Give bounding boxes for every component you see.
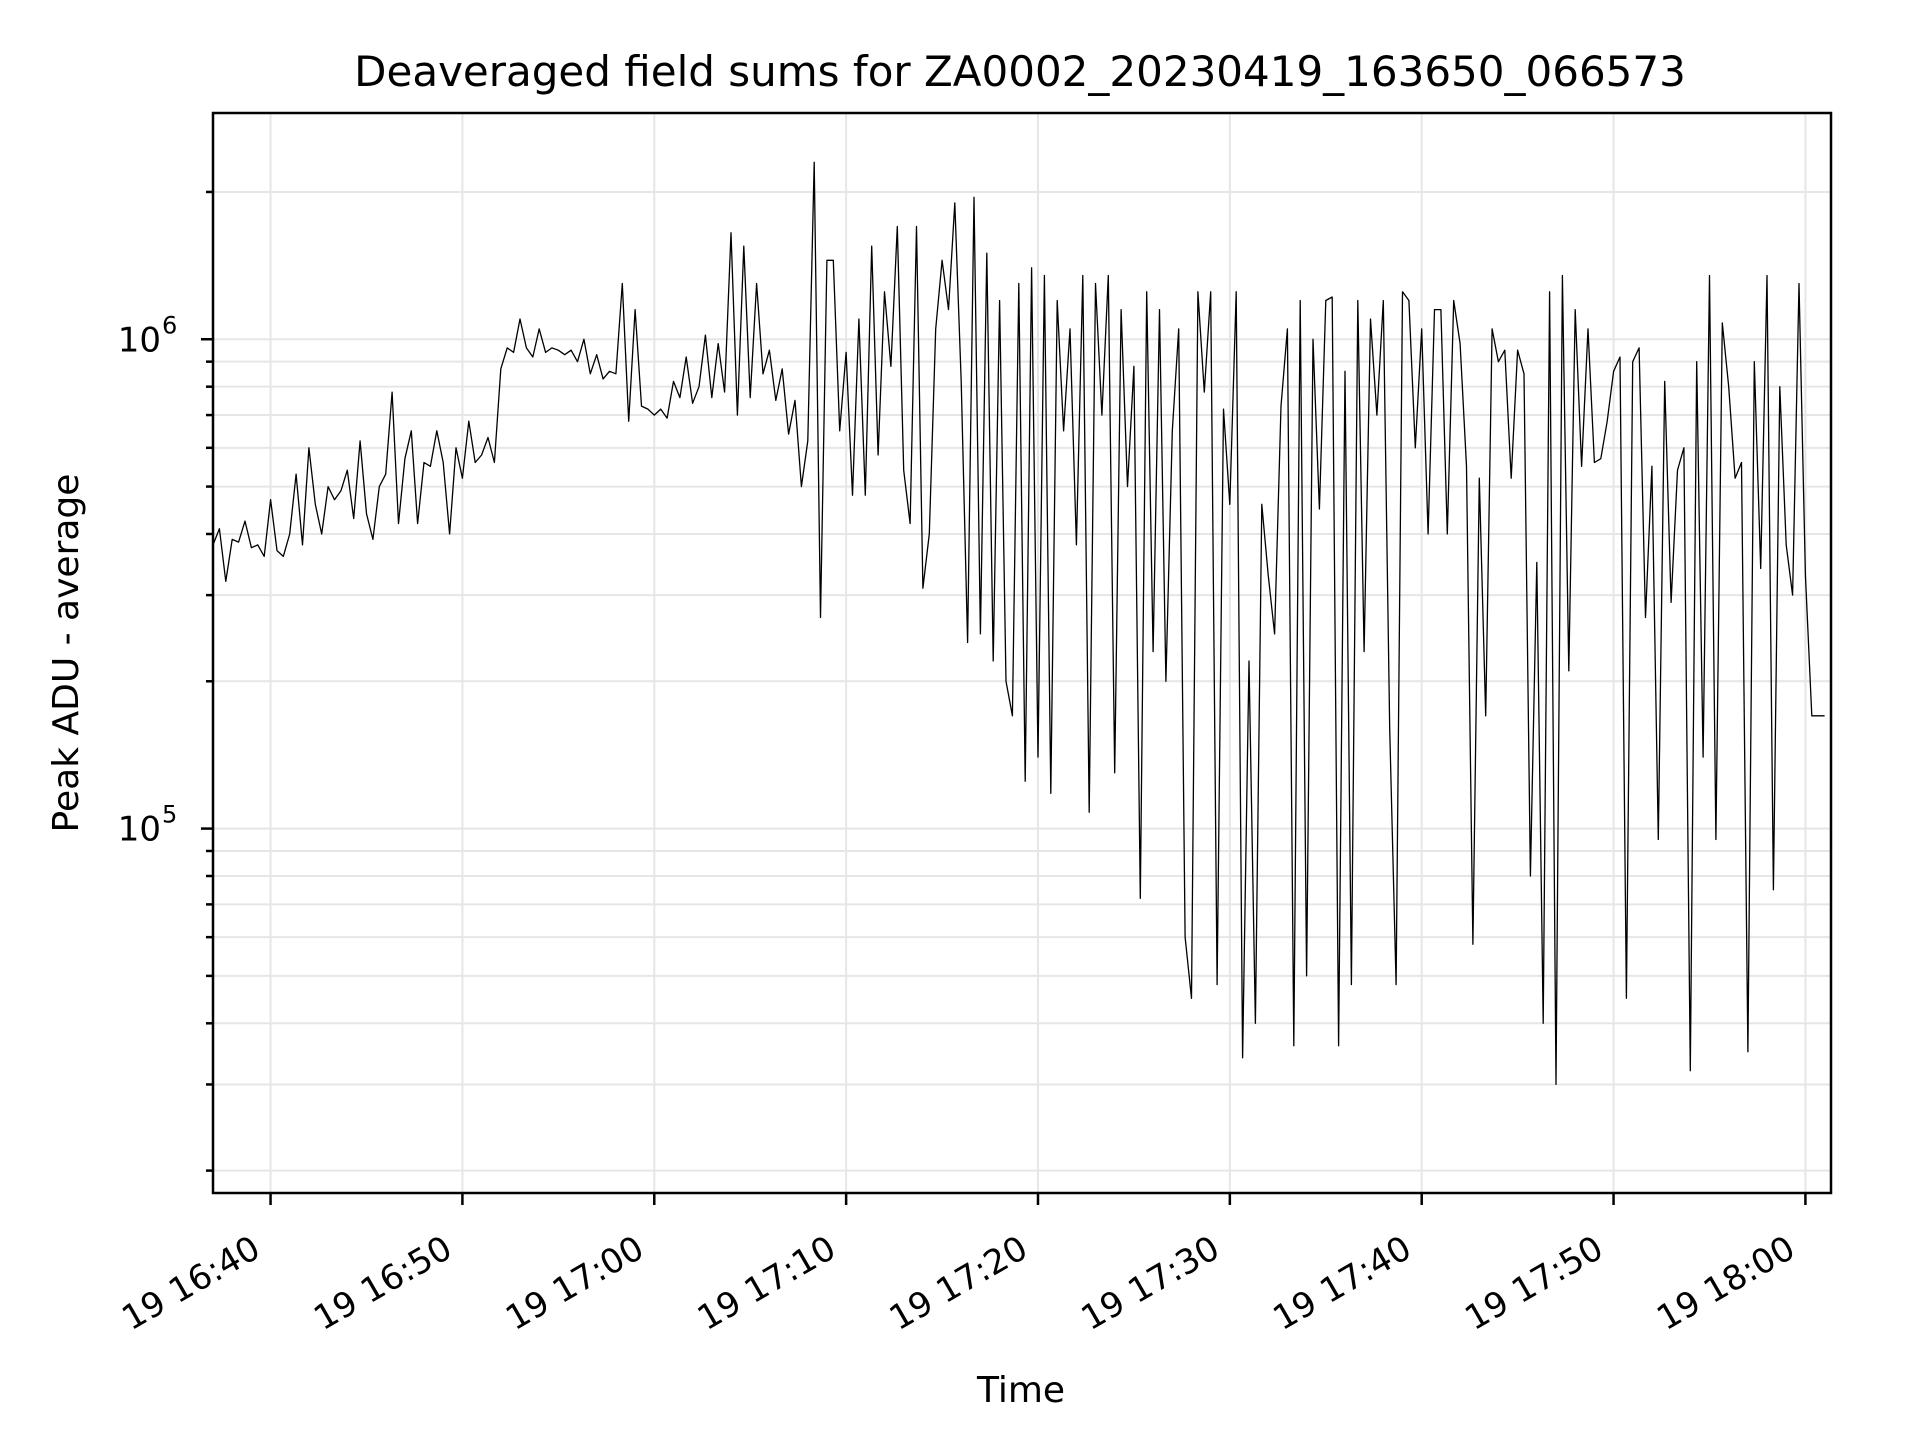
y-tick-base: 10 bbox=[118, 810, 161, 850]
x-axis-label: Time bbox=[976, 1370, 1065, 1411]
y-axis-label: Peak ADU - average bbox=[46, 474, 87, 833]
plot-frame bbox=[211, 111, 1833, 1195]
y-tick-exponent: 5 bbox=[162, 801, 177, 829]
y-tick-label: 10 5 bbox=[118, 801, 178, 850]
y-tick-label: 10 6 bbox=[118, 311, 178, 360]
series-line bbox=[212, 161, 1825, 1086]
chart-title: Deaveraged field sums for ZA0002_2023041… bbox=[354, 47, 1686, 96]
data-series bbox=[212, 161, 1825, 1086]
y-tick-exponent: 6 bbox=[162, 311, 177, 339]
y-tick-base: 10 bbox=[118, 320, 161, 360]
